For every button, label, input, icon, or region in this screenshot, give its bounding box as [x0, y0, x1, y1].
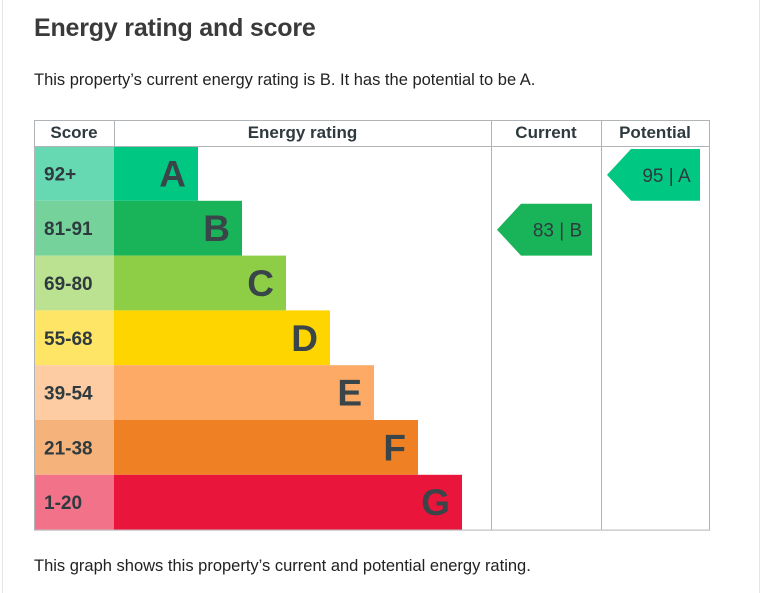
score-cell-d — [34, 310, 114, 366]
rating-bar-a — [114, 146, 198, 201]
rating-letter-e: E — [337, 373, 362, 414]
rating-bar-g — [114, 474, 462, 530]
header-potential: Potential — [619, 123, 691, 142]
score-label-e: 39-54 — [44, 384, 93, 405]
score-cell-g — [34, 474, 114, 530]
header-score: Score — [50, 123, 97, 142]
rating-letter-c: C — [247, 263, 274, 304]
rating-bar-c — [114, 255, 286, 311]
score-cell-f — [34, 420, 114, 475]
rating-letter-d: D — [291, 318, 318, 359]
current-rating-arrow — [497, 203, 592, 256]
rating-summary: This property’s current energy rating is… — [34, 71, 536, 89]
rating-letter-g: G — [421, 482, 450, 523]
rating-bar-f — [114, 420, 418, 475]
score-label-g: 1-20 — [44, 493, 82, 514]
current-rating-label: 83 | B — [533, 221, 582, 242]
rating-bar-e — [114, 365, 374, 420]
score-cell-a — [34, 146, 114, 201]
rating-bar-d — [114, 310, 330, 366]
score-label-b: 81-91 — [44, 219, 93, 240]
score-label-a: 92+ — [44, 164, 76, 185]
rating-letter-b: B — [203, 208, 230, 249]
score-cell-c — [34, 255, 114, 311]
header-energy-rating: Energy rating — [248, 123, 358, 142]
score-label-f: 21-38 — [44, 438, 93, 459]
header-current: Current — [515, 123, 577, 142]
rating-letter-a: A — [159, 153, 186, 194]
score-cell-e — [34, 365, 114, 420]
rating-letter-f: F — [383, 427, 406, 468]
score-cell-b — [34, 200, 114, 256]
table-border — [34, 120, 710, 531]
page-title: Energy rating and score — [34, 14, 316, 42]
score-label-c: 69-80 — [44, 274, 93, 295]
potential-rating-label: 95 | A — [642, 166, 691, 187]
potential-rating-arrow — [607, 149, 700, 201]
rating-bar-b — [114, 200, 242, 256]
chart-caption: This graph shows this property’s current… — [34, 557, 531, 575]
score-label-d: 55-68 — [44, 329, 93, 350]
